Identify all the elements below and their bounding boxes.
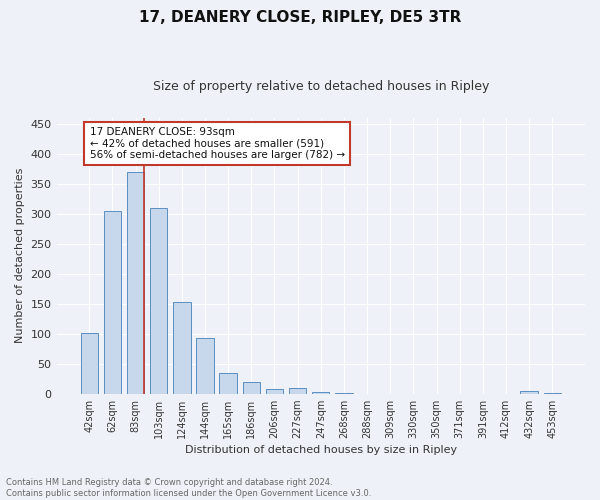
Bar	[173, 302, 191, 394]
Text: 17 DEANERY CLOSE: 93sqm
← 42% of detached houses are smaller (591)
56% of semi-d: 17 DEANERY CLOSE: 93sqm ← 42% of detache…	[90, 127, 345, 160]
Text: Contains HM Land Registry data © Crown copyright and database right 2024.
Contai: Contains HM Land Registry data © Crown c…	[6, 478, 371, 498]
Bar	[104, 210, 121, 394]
Bar	[127, 172, 144, 394]
Bar	[196, 338, 214, 394]
Text: 17, DEANERY CLOSE, RIPLEY, DE5 3TR: 17, DEANERY CLOSE, RIPLEY, DE5 3TR	[139, 10, 461, 25]
Title: Size of property relative to detached houses in Ripley: Size of property relative to detached ho…	[152, 80, 489, 93]
Bar	[266, 389, 283, 394]
Bar	[242, 382, 260, 394]
Bar	[312, 392, 329, 394]
Bar	[289, 388, 307, 394]
Bar	[335, 393, 353, 394]
Bar	[150, 208, 167, 394]
Bar	[520, 390, 538, 394]
Bar	[220, 372, 237, 394]
X-axis label: Distribution of detached houses by size in Ripley: Distribution of detached houses by size …	[185, 445, 457, 455]
Bar	[80, 333, 98, 394]
Y-axis label: Number of detached properties: Number of detached properties	[15, 168, 25, 344]
Bar	[544, 393, 561, 394]
